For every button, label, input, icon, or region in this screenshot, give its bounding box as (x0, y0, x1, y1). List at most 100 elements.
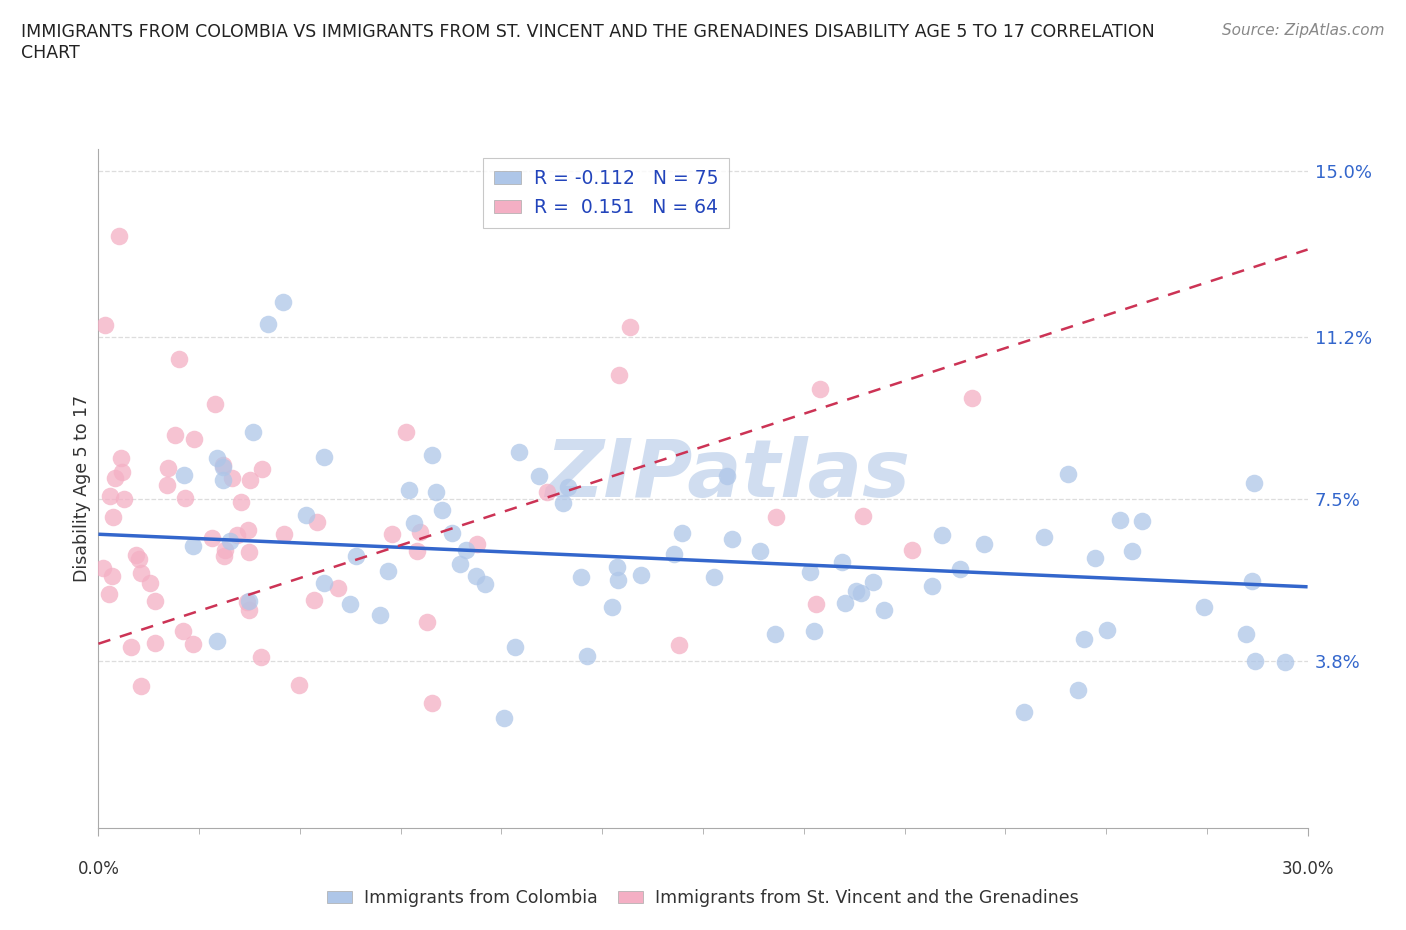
Text: 0.0%: 0.0% (77, 860, 120, 878)
Point (212, 459, 235, 474)
Point (328, 580, 350, 595)
Point (804, 597, 827, 612)
Point (242, 424, 264, 439)
Point (420, 447, 443, 462)
Point (609, 367, 631, 382)
Point (107, 229, 129, 244)
Point (143, 594, 166, 609)
Point (250, 462, 273, 477)
Point (94, 317, 117, 332)
Point (1240, 573, 1263, 588)
Point (111, 465, 134, 480)
Point (238, 593, 260, 608)
Point (425, 485, 447, 499)
Point (129, 678, 152, 693)
Point (165, 428, 187, 443)
Point (406, 544, 429, 559)
Point (1244, 654, 1267, 669)
Point (205, 633, 228, 648)
Point (1057, 466, 1080, 481)
Point (120, 640, 142, 655)
Legend: Immigrants from Colombia, Immigrants from St. Vincent and the Grenadines: Immigrants from Colombia, Immigrants fro… (321, 883, 1085, 914)
Point (110, 450, 132, 465)
Point (1084, 551, 1107, 565)
Point (503, 640, 526, 655)
Point (104, 471, 127, 485)
Point (536, 485, 558, 499)
Point (949, 561, 972, 576)
Point (851, 586, 873, 601)
Point (1032, 530, 1054, 545)
Point (409, 525, 432, 539)
Point (173, 468, 195, 483)
Point (465, 537, 488, 551)
Point (226, 527, 249, 542)
Point (901, 542, 924, 557)
Point (1130, 513, 1153, 528)
Point (143, 635, 166, 650)
Point (1121, 543, 1143, 558)
Point (420, 696, 443, 711)
Point (862, 574, 884, 589)
Point (214, 542, 236, 557)
Point (873, 603, 896, 618)
Point (430, 502, 453, 517)
Point (851, 509, 873, 524)
Point (101, 510, 124, 525)
Point (508, 445, 530, 459)
Point (312, 576, 335, 591)
Point (181, 539, 204, 554)
Point (273, 527, 295, 542)
Point (1274, 655, 1296, 670)
Point (238, 523, 260, 538)
Point (377, 564, 399, 578)
Text: 30.0%: 30.0% (1281, 860, 1334, 878)
Point (716, 469, 738, 484)
Point (808, 381, 831, 396)
Point (181, 636, 204, 651)
Point (219, 534, 242, 549)
Point (212, 472, 235, 487)
Point (600, 600, 623, 615)
Point (606, 560, 628, 575)
Point (402, 515, 425, 530)
Point (703, 570, 725, 585)
Point (157, 461, 180, 476)
Point (464, 569, 486, 584)
Point (575, 648, 598, 663)
Point (671, 525, 693, 540)
Point (238, 602, 260, 617)
Point (527, 469, 550, 484)
Point (302, 592, 325, 607)
Point (250, 649, 273, 664)
Point (238, 545, 260, 560)
Point (205, 450, 228, 465)
Point (416, 615, 439, 630)
Point (668, 637, 690, 652)
Point (295, 508, 318, 523)
Point (183, 432, 205, 446)
Point (305, 514, 328, 529)
Point (803, 623, 825, 638)
Point (172, 624, 194, 639)
Point (1194, 600, 1216, 615)
Text: CHART: CHART (21, 44, 80, 61)
Point (236, 594, 259, 609)
Point (1108, 513, 1130, 528)
Point (630, 567, 652, 582)
Point (1067, 683, 1090, 698)
Point (339, 596, 361, 611)
Point (204, 397, 226, 412)
Point (607, 573, 630, 588)
Point (112, 491, 135, 506)
Point (201, 531, 224, 546)
Point (765, 510, 787, 525)
Text: ZIPatlas: ZIPatlas (544, 435, 910, 513)
Point (239, 472, 262, 487)
Point (441, 525, 464, 540)
Point (960, 391, 983, 405)
Point (138, 576, 160, 591)
Point (619, 319, 641, 334)
Point (381, 527, 404, 542)
Text: IMMIGRANTS FROM COLOMBIA VS IMMIGRANTS FROM ST. VINCENT AND THE GRENADINES DISAB: IMMIGRANTS FROM COLOMBIA VS IMMIGRANTS F… (21, 23, 1154, 41)
